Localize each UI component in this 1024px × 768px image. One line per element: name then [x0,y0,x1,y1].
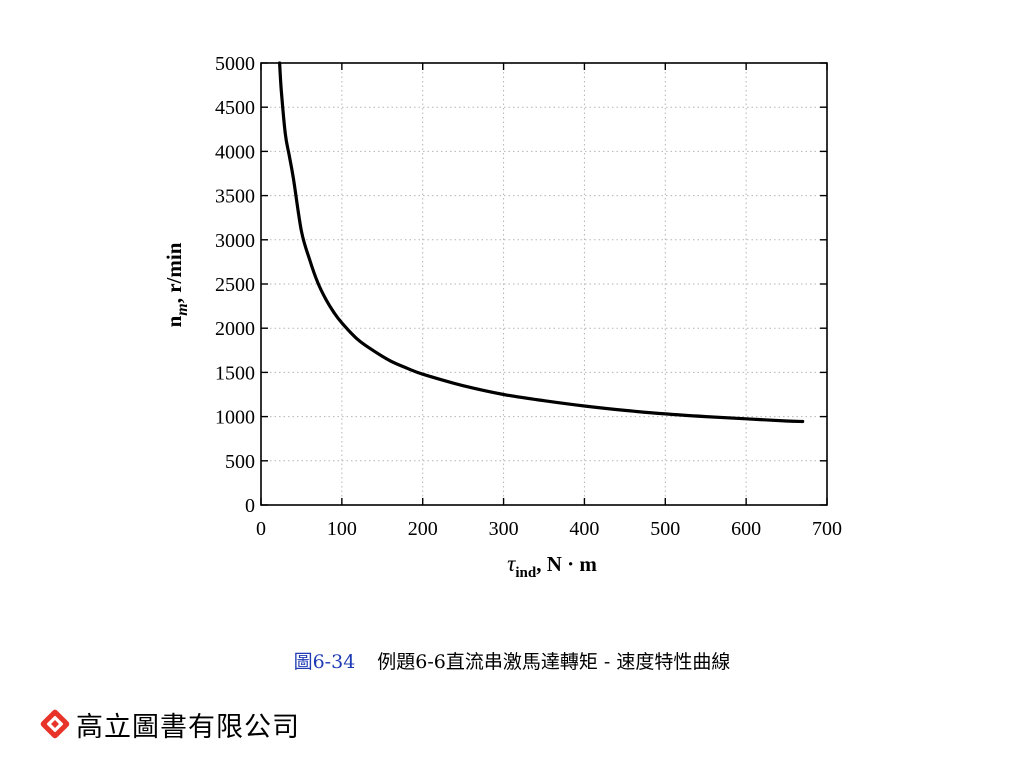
series-point [405,367,408,370]
y-tick-label: 3500 [215,186,255,208]
x-tick-label: 0 [256,518,266,540]
chart: 0 100 200 300 400 500 600 700 0 500 1000 1500 2000 2… [162,53,842,581]
x-tick-label: 700 [812,518,842,540]
series-line [278,61,805,424]
x-tick-label: 300 [489,518,519,540]
figure-number: 圖6-34 [293,651,356,673]
series-point [745,417,748,420]
x-tick-label: 400 [569,518,599,540]
y-axis-title-main: n [162,315,186,327]
series-point [284,132,287,135]
series-point [389,359,392,362]
x-tick-label: 200 [408,518,438,540]
y-tick-label: 4500 [215,97,255,119]
publisher-name: 高立圖書有限公司 [76,711,300,743]
y-tick-label: 2500 [215,274,255,296]
chart-grid [261,63,827,505]
y-tick-label: 1000 [215,407,255,429]
series-point [502,393,505,396]
x-axis-title-main: τ [507,551,516,576]
diamond-logo-icon [40,709,70,739]
y-tick-label: 5000 [215,53,255,75]
series-point [801,420,804,423]
x-axis-title-subscript: ind [515,565,537,581]
y-tick-label: 1500 [215,362,255,384]
series-point [373,350,376,353]
y-tick-labels: 0 500 1000 1500 2000 2500 3000 3500 4000 4500 5000 [215,53,255,517]
y-axis-title: nm, r/min [162,242,191,327]
x-tick-label: 500 [650,518,680,540]
series-point [623,409,626,412]
y-axis-title-subscript: m [174,303,191,315]
series-point [462,384,465,387]
series-point [664,412,667,415]
series-point [292,176,295,179]
y-tick-label: 2000 [215,318,255,340]
series-point [332,311,335,314]
series-point [543,399,546,402]
y-tick-label: 4000 [215,141,255,163]
x-axis-title-rest: , N · m [536,552,597,576]
x-tick-label: 100 [327,518,357,540]
y-axis-title-rest: , r/min [162,242,186,303]
publisher-brand: 高立圖書有限公司 [38,704,300,744]
series-point [583,405,586,408]
series-point [340,321,343,324]
series-point [785,420,788,423]
series-point [308,258,311,261]
series-point [316,281,319,284]
y-tick-label: 0 [245,495,255,517]
series-point [300,230,303,233]
series-point [704,415,707,418]
axis-ticks [260,62,828,506]
series-point [357,338,360,341]
y-tick-label: 3000 [215,230,255,252]
series-point [421,373,424,376]
series-point [278,62,281,65]
x-axis-title: τind, N · m [507,551,597,581]
y-tick-label: 500 [225,451,255,473]
figure-caption-text: 例題6-6直流串激馬達轉矩 - 速度特性曲線 [377,651,731,673]
x-tick-label: 600 [731,518,761,540]
plot-frame [260,62,828,506]
figure-caption: 圖6-34 例題6-6直流串激馬達轉矩 - 速度特性曲線 [0,647,1024,674]
series-point [280,88,283,91]
series-point [288,154,291,157]
series-points [278,62,804,424]
series-point [324,298,327,301]
x-tick-labels: 0 100 200 300 400 500 600 700 [256,518,842,540]
